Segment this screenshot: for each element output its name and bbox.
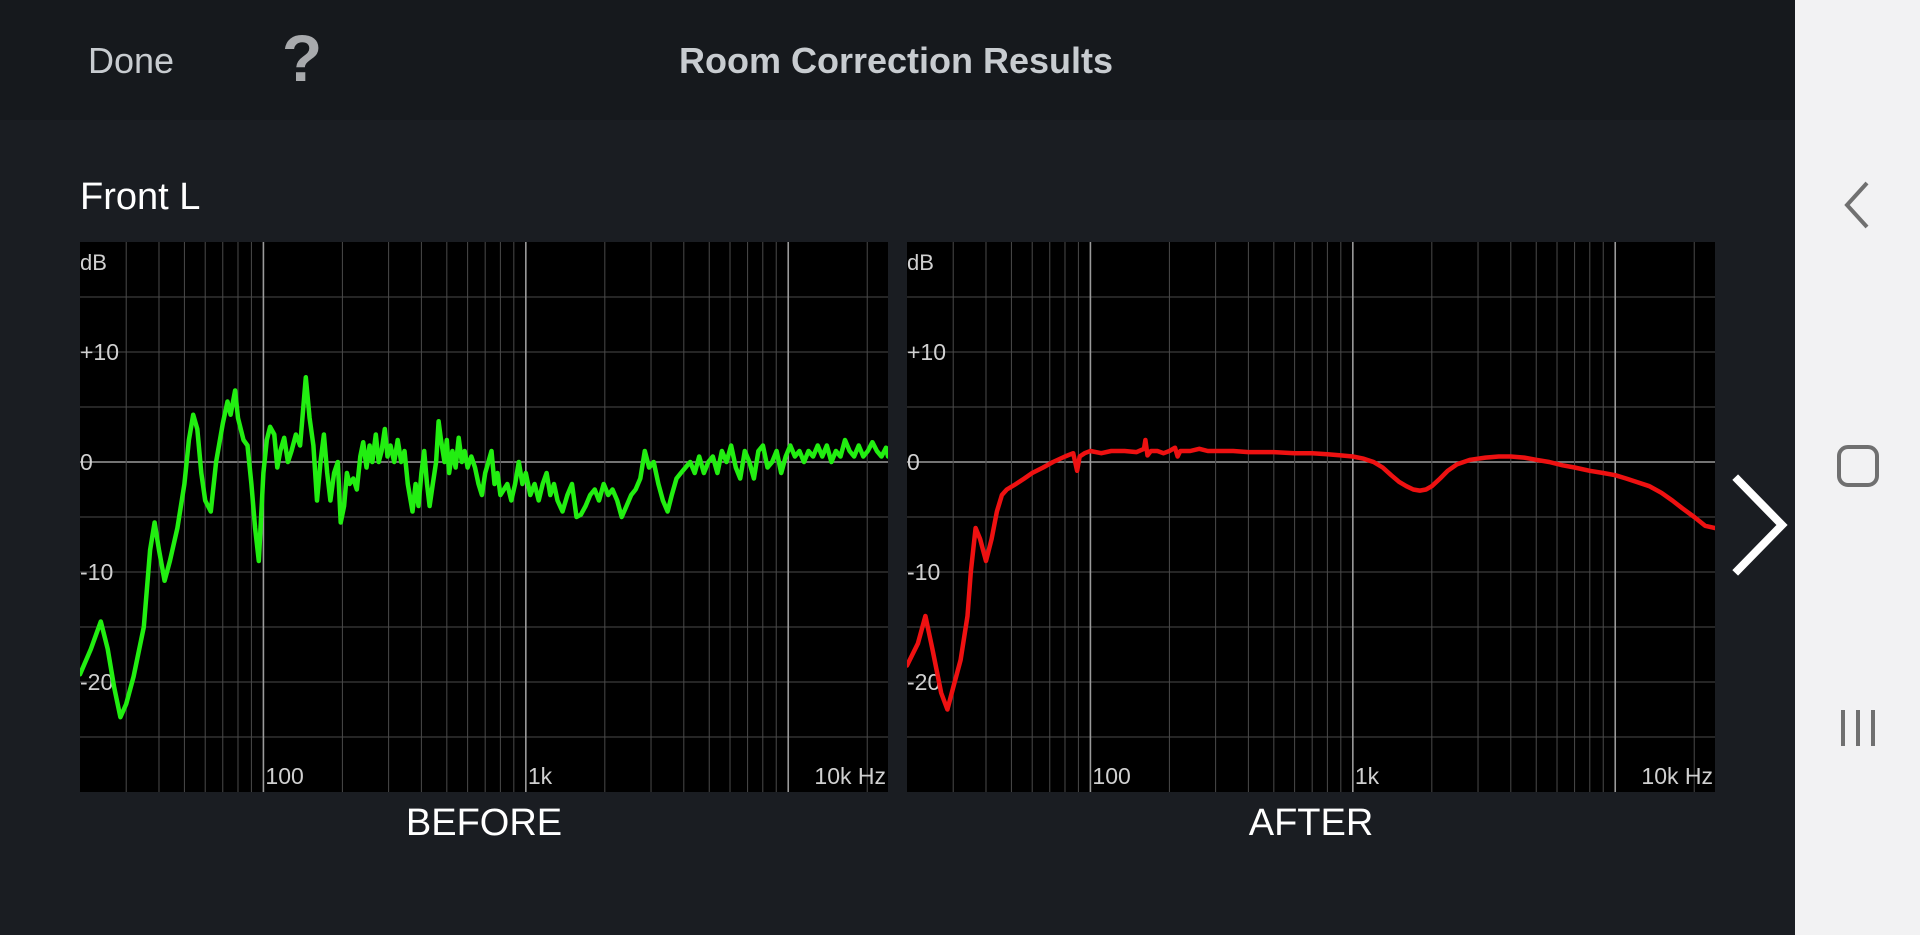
- after-xtick-label: 10k Hz: [1641, 763, 1713, 789]
- before-chart: dB +10 0 -10 -20 100 1k 10k Hz: [80, 242, 888, 792]
- back-icon: [1844, 181, 1869, 229]
- after-ytick-label: -10: [907, 559, 940, 585]
- after-ytick-label: 0: [907, 449, 920, 475]
- after-response-line: [907, 437, 1715, 712]
- app-screen: Done ? Room Correction Results Front L d…: [0, 0, 1795, 844]
- before-ytick-label: -20: [80, 669, 113, 695]
- nav-home-button[interactable]: [1833, 435, 1883, 495]
- after-xtick-label: 100: [1092, 763, 1130, 789]
- system-nav-bar: [1795, 0, 1920, 935]
- after-panel: dB +10 0 -10 -20 100 1k 10k Hz AFTER: [907, 242, 1715, 844]
- after-ytick-label: -20: [907, 669, 940, 695]
- header-bar: Done ? Room Correction Results: [0, 0, 1795, 120]
- nav-recents-button[interactable]: [1833, 698, 1883, 758]
- home-icon: [1837, 445, 1879, 487]
- after-caption: AFTER: [1248, 802, 1374, 844]
- after-xtick-label: 1k: [1355, 763, 1380, 789]
- before-ylabel: dB: [80, 250, 107, 275]
- nav-back-button[interactable]: [1833, 175, 1883, 235]
- before-ytick-label: 0: [80, 449, 93, 475]
- page-title: Room Correction Results: [678, 40, 1114, 81]
- before-panel: dB +10 0 -10 -20 100 1k 10k Hz BEFORE: [80, 242, 888, 844]
- before-response-line: [80, 375, 888, 720]
- after-ylabel: dB: [907, 250, 934, 275]
- before-chart-svg: dB +10 0 -10 -20 100 1k 10k Hz: [80, 242, 888, 792]
- before-xtick-label: 1k: [528, 763, 553, 789]
- before-ytick-label: +10: [80, 339, 119, 365]
- after-chart-svg: dB +10 0 -10 -20 100 1k 10k Hz: [907, 242, 1715, 792]
- before-ytick-label: -10: [80, 559, 113, 585]
- next-button[interactable]: [1730, 470, 1790, 580]
- done-button[interactable]: Done: [88, 40, 175, 81]
- before-xtick-label: 10k Hz: [814, 763, 886, 789]
- after-chart: dB +10 0 -10 -20 100 1k 10k Hz: [907, 242, 1715, 792]
- after-ytick-label: +10: [907, 339, 946, 365]
- recents-icon: [1841, 710, 1875, 746]
- question-mark-icon[interactable]: ?: [281, 21, 323, 95]
- channel-label: Front L: [80, 176, 201, 218]
- before-caption: BEFORE: [405, 802, 563, 844]
- before-xtick-label: 100: [265, 763, 303, 789]
- chevron-right-icon: [1732, 474, 1788, 576]
